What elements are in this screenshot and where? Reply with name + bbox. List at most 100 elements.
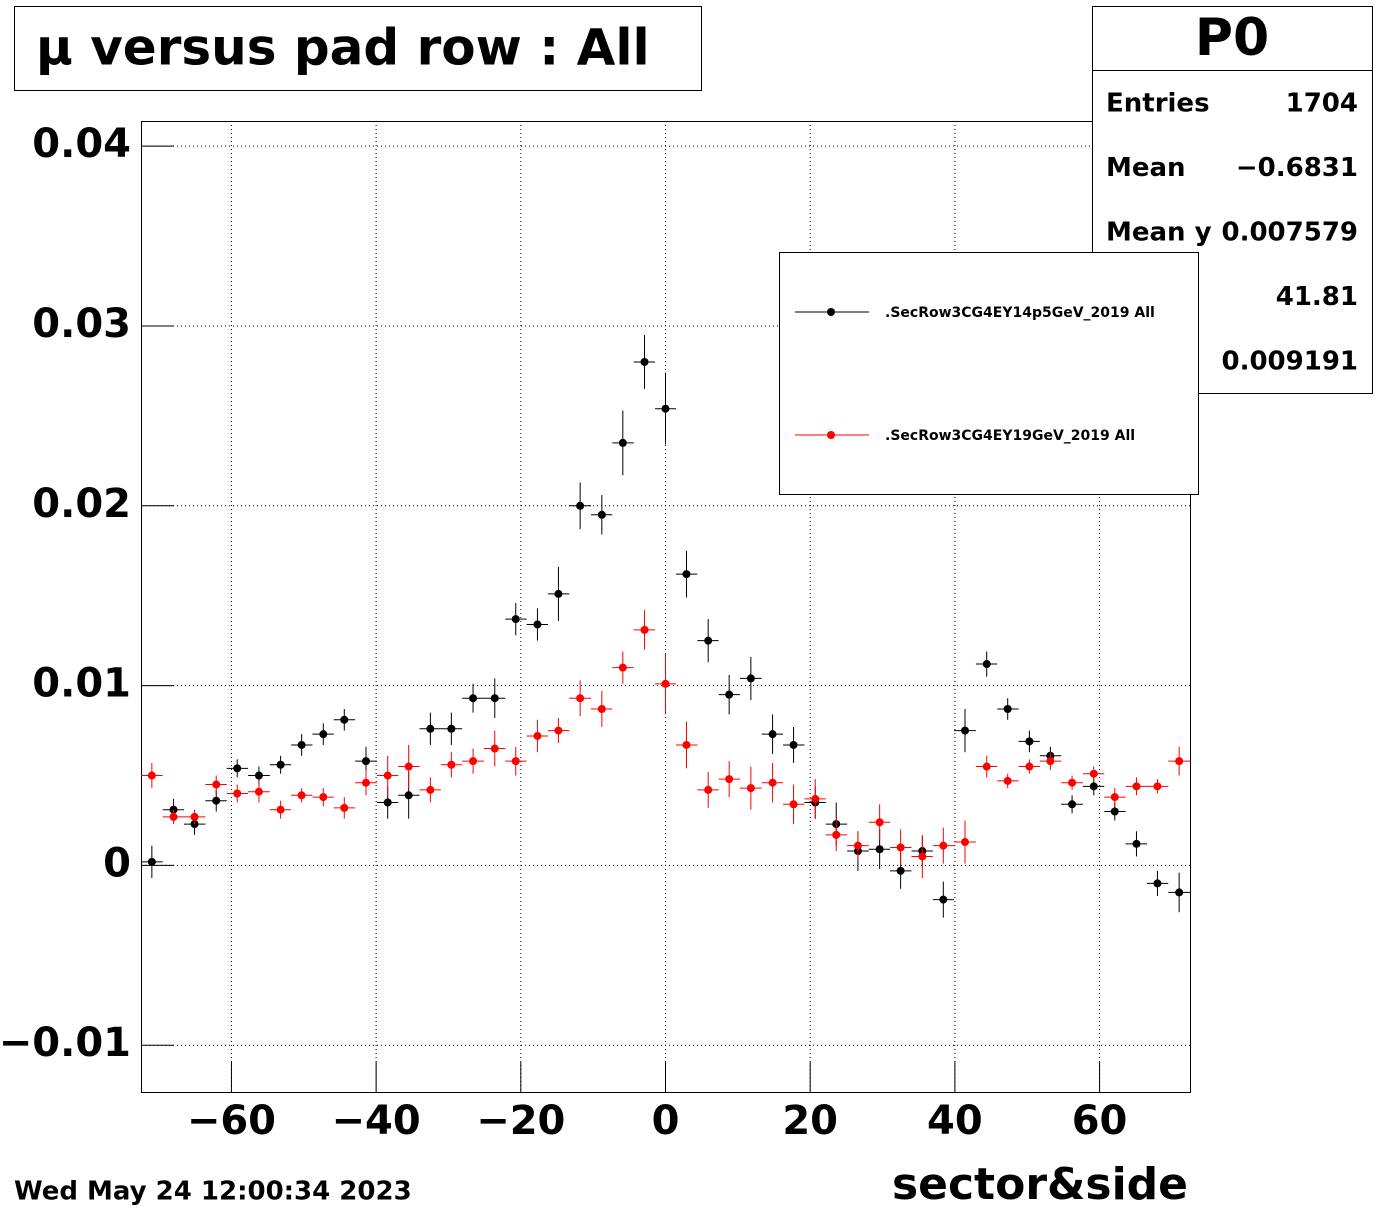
x-tick-label: 0 bbox=[652, 1098, 680, 1144]
marker bbox=[939, 841, 948, 850]
marker bbox=[233, 789, 242, 798]
x-tick-label: −60 bbox=[187, 1098, 276, 1144]
marker bbox=[1089, 782, 1098, 791]
marker bbox=[340, 715, 349, 724]
marker bbox=[725, 690, 734, 699]
timestamp: Wed May 24 12:00:34 2023 bbox=[14, 1177, 412, 1207]
marker bbox=[276, 760, 285, 769]
marker bbox=[597, 704, 606, 713]
marker bbox=[640, 357, 649, 366]
marker bbox=[147, 771, 156, 780]
marker bbox=[1003, 704, 1012, 713]
y-tick-label: 0 bbox=[103, 840, 131, 886]
marker bbox=[661, 404, 670, 413]
x-axis-label: sector&side bbox=[892, 1159, 1188, 1210]
stats-label: Mean y bbox=[1106, 218, 1212, 248]
marker bbox=[1110, 807, 1119, 816]
marker bbox=[1110, 793, 1119, 802]
legend-label: .SecRow3CG4EY14p5GeV_2019 All bbox=[885, 305, 1155, 321]
marker bbox=[340, 803, 349, 812]
marker bbox=[832, 830, 841, 839]
marker bbox=[789, 740, 798, 749]
chart-title: μ versus pad row : All bbox=[36, 19, 650, 77]
marker bbox=[254, 787, 263, 796]
y-tick-label: −0.01 bbox=[0, 1020, 131, 1066]
marker bbox=[1175, 888, 1184, 897]
marker bbox=[511, 615, 520, 624]
marker bbox=[875, 818, 884, 827]
marker bbox=[982, 660, 991, 669]
marker bbox=[490, 744, 499, 753]
marker bbox=[1153, 879, 1162, 888]
marker bbox=[982, 762, 991, 771]
marker bbox=[404, 791, 413, 800]
marker bbox=[426, 785, 435, 794]
stats-title: P0 bbox=[1195, 8, 1269, 68]
marker bbox=[576, 694, 585, 703]
marker bbox=[896, 866, 905, 875]
marker bbox=[918, 852, 927, 861]
stats-label: Entries bbox=[1106, 89, 1210, 119]
marker bbox=[212, 796, 221, 805]
stats-value: −0.6831 bbox=[1236, 153, 1358, 183]
marker bbox=[853, 841, 862, 850]
marker bbox=[746, 674, 755, 683]
marker bbox=[640, 625, 649, 634]
marker bbox=[469, 694, 478, 703]
marker bbox=[469, 757, 478, 766]
marker bbox=[811, 794, 820, 803]
marker bbox=[190, 812, 199, 821]
marker bbox=[297, 791, 306, 800]
marker bbox=[704, 636, 713, 645]
stats-value: 0.007579 bbox=[1221, 218, 1358, 248]
marker bbox=[789, 800, 798, 809]
marker bbox=[554, 726, 563, 735]
y-tick-label: 0.03 bbox=[32, 301, 131, 347]
marker bbox=[319, 793, 328, 802]
marker bbox=[1046, 757, 1055, 766]
marker bbox=[1025, 737, 1034, 746]
marker bbox=[490, 694, 499, 703]
marker bbox=[725, 775, 734, 784]
stats-value: 0.009191 bbox=[1221, 347, 1358, 377]
marker bbox=[511, 757, 520, 766]
marker bbox=[576, 501, 585, 510]
marker bbox=[597, 510, 606, 519]
marker bbox=[147, 857, 156, 866]
y-tick-label: 0.02 bbox=[32, 481, 131, 527]
marker bbox=[319, 730, 328, 739]
marker bbox=[1003, 776, 1012, 785]
stats-value: 1704 bbox=[1286, 89, 1358, 119]
marker bbox=[961, 838, 970, 847]
marker bbox=[447, 724, 456, 733]
stats-value: 41.81 bbox=[1276, 282, 1358, 312]
legend-box bbox=[779, 252, 1199, 495]
marker bbox=[682, 570, 691, 579]
x-tick-label: 20 bbox=[782, 1098, 838, 1144]
title-box bbox=[14, 6, 702, 91]
marker bbox=[704, 785, 713, 794]
marker bbox=[276, 805, 285, 814]
marker bbox=[618, 438, 627, 447]
legend-label: .SecRow3CG4EY19GeV_2019 All bbox=[885, 428, 1135, 444]
marker bbox=[297, 740, 306, 749]
marker bbox=[1025, 762, 1034, 771]
marker bbox=[1175, 757, 1184, 766]
marker bbox=[961, 726, 970, 735]
legend-marker bbox=[827, 431, 835, 439]
marker bbox=[254, 771, 263, 780]
marker bbox=[746, 784, 755, 793]
marker bbox=[1132, 839, 1141, 848]
marker bbox=[361, 757, 370, 766]
marker bbox=[1153, 782, 1162, 791]
marker bbox=[533, 731, 542, 740]
marker bbox=[212, 780, 221, 789]
marker bbox=[383, 771, 392, 780]
marker bbox=[768, 778, 777, 787]
x-tick-label: 40 bbox=[927, 1098, 983, 1144]
marker bbox=[682, 740, 691, 749]
marker bbox=[661, 679, 670, 688]
x-tick-label: 60 bbox=[1072, 1098, 1128, 1144]
x-tick-label: −20 bbox=[476, 1098, 565, 1144]
